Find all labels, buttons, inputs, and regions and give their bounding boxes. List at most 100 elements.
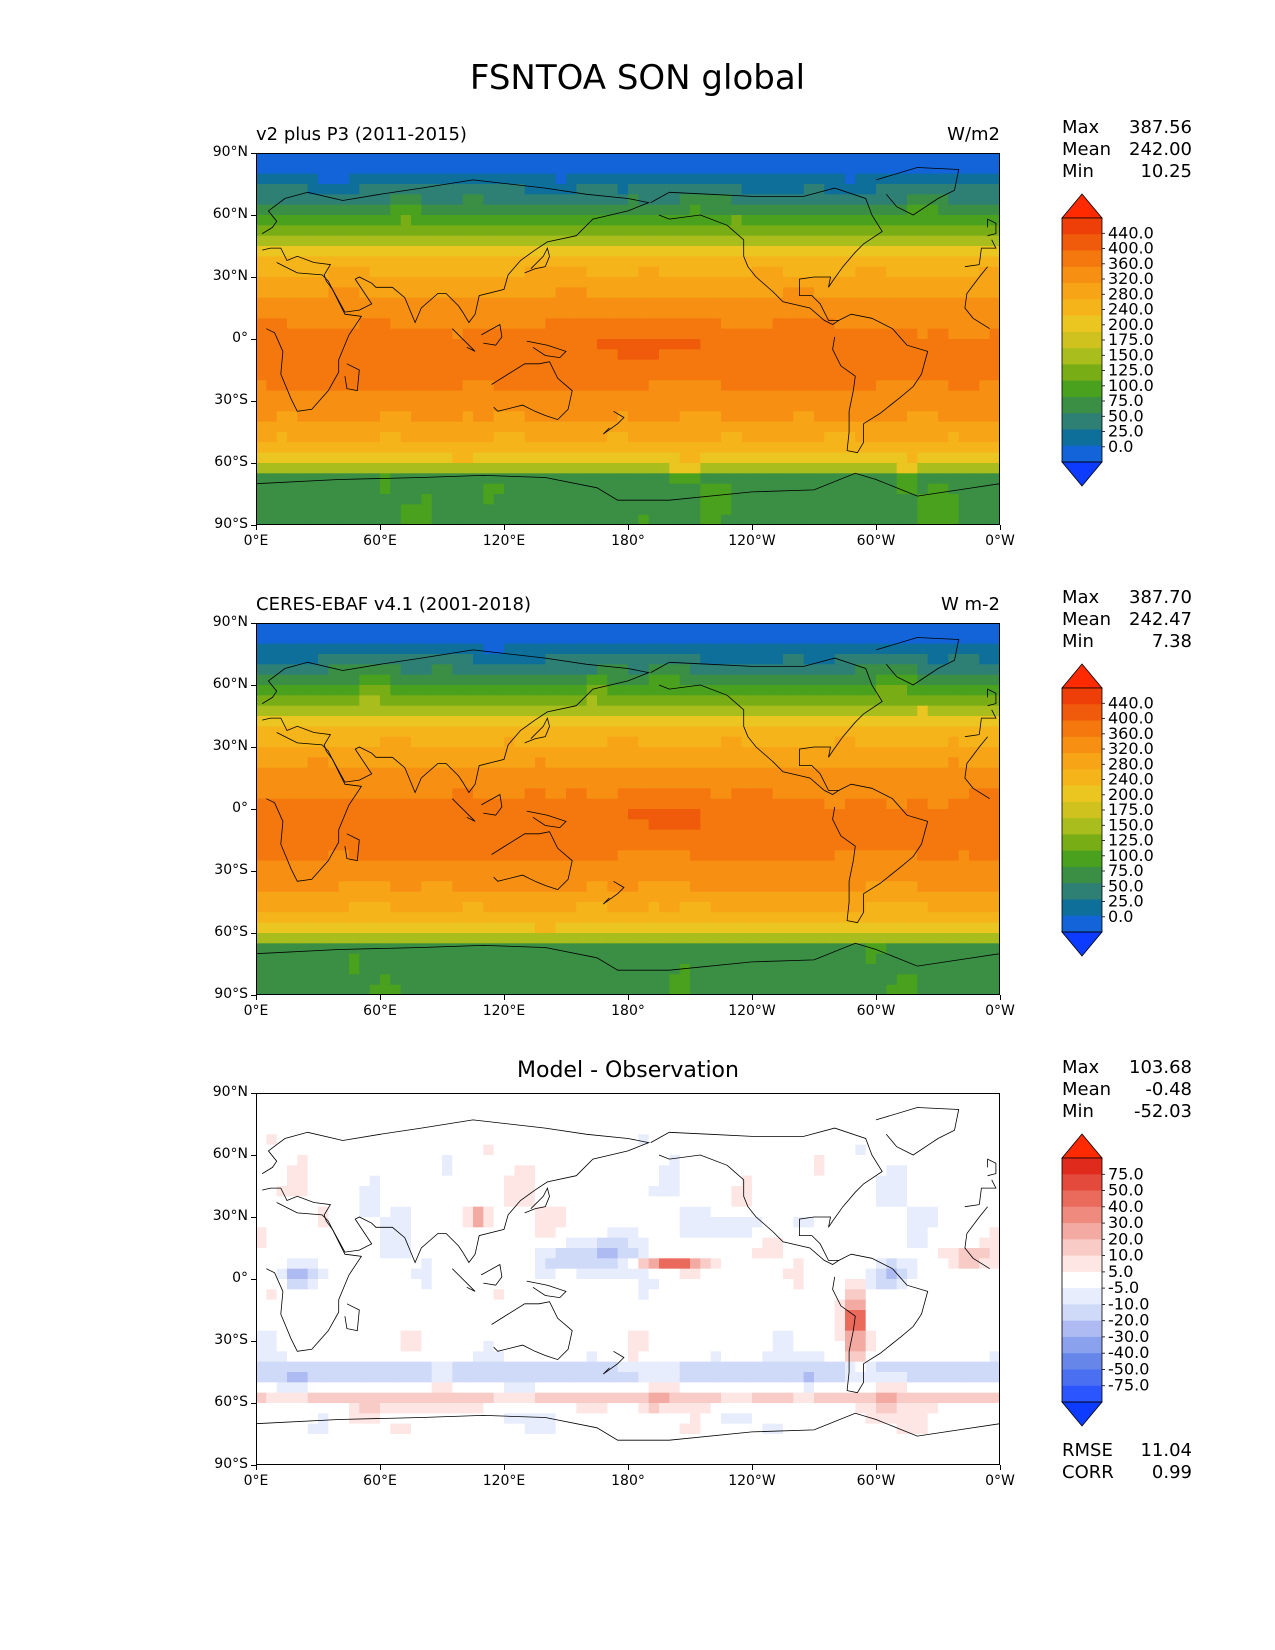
lon-tick-label: 0°E: [243, 1473, 269, 1489]
lat-tick-label: 90°N: [212, 1084, 248, 1100]
map-frame: [256, 153, 1000, 525]
coastline: [452, 1268, 476, 1292]
colorbar-segment: [1062, 1206, 1102, 1224]
lat-tick-label: 30°S: [214, 1332, 248, 1348]
colorbar-extend-min: [1061, 1401, 1103, 1427]
colorbar-tick-label: 0.0: [1108, 437, 1133, 456]
panel-left-label: CERES-EBAF v4.1 (2001-2018): [256, 594, 532, 615]
coastline: [256, 472, 1000, 501]
coastline: [832, 1253, 929, 1394]
lon-tick-mark: [1000, 525, 1001, 530]
colorbar-segment: [1062, 1320, 1102, 1338]
map-frame: [256, 1093, 1000, 1465]
colorbar-segment: [1062, 250, 1102, 268]
lon-tick-label: 120°W: [728, 533, 776, 549]
colorbar-tick-label: 30.0: [1108, 1213, 1144, 1232]
coastline: [526, 1280, 567, 1299]
coastline: [256, 1412, 1000, 1441]
coastline: [481, 1263, 503, 1286]
colorbar-tick-label: -5.0: [1108, 1278, 1139, 1297]
colorbar-tick-label: 10.0: [1108, 1246, 1144, 1265]
lat-tick-mark: [251, 339, 256, 340]
colorbar-tick-label: 25.0: [1108, 892, 1144, 911]
coastline: [987, 1158, 997, 1177]
coastline: [256, 942, 1000, 971]
lat-tick-mark: [251, 1465, 256, 1466]
lon-tick-label: 60°W: [856, 1003, 896, 1019]
lat-tick-label: 90°N: [212, 144, 248, 160]
colorbar-tick-label: 400.0: [1108, 239, 1154, 258]
colorbar-tick-label: 150.0: [1108, 815, 1154, 834]
colorbar-segment: [1062, 1190, 1102, 1208]
lon-tick-mark: [876, 525, 877, 530]
lon-tick-label: 60°W: [856, 533, 896, 549]
panel-left-label: v2 plus P3 (2011-2015): [256, 124, 467, 145]
map-observation: [256, 623, 1000, 995]
lon-tick-label: 120°W: [728, 1473, 776, 1489]
lat-tick-mark: [251, 153, 256, 154]
stat-rmse: RMSE 11.04: [1062, 1440, 1192, 1461]
colorbar-segment: [1062, 866, 1102, 884]
colorbar-segment: [1062, 348, 1102, 365]
lat-tick-label: 30°N: [212, 738, 248, 754]
lat-tick-label: 30°N: [212, 268, 248, 284]
colorbar-segment: [1062, 445, 1102, 463]
lon-tick-mark: [752, 1465, 753, 1470]
lat-tick-label: 60°N: [212, 1146, 248, 1162]
colorbar-segment: [1062, 818, 1102, 835]
coastline: [344, 833, 360, 862]
stat-max: Max 103.68: [1062, 1057, 1192, 1078]
coastline: [650, 1127, 883, 1265]
colorbar-segment: [1062, 1223, 1102, 1240]
coastline: [987, 688, 997, 707]
lat-tick-mark: [251, 401, 256, 402]
colorbar-segment: [1062, 850, 1102, 868]
map-difference: [256, 1093, 1000, 1465]
colorbar-segment: [1062, 1336, 1102, 1354]
lat-tick-mark: [251, 623, 256, 624]
stat-max: Max 387.70: [1062, 587, 1192, 608]
lon-tick-mark: [1000, 995, 1001, 1000]
colorbar-segment: [1062, 736, 1102, 754]
lat-tick-mark: [251, 685, 256, 686]
colorbar-tick-label: 75.0: [1108, 1164, 1144, 1183]
footer-stats: RMSE 11.04 CORR 0.99: [1062, 1440, 1192, 1484]
lon-tick-label: 60°E: [363, 533, 397, 549]
figure-title: FSNTOA SON global: [469, 58, 806, 98]
map-model: [256, 153, 1000, 525]
colorbar-tick-label: 40.0: [1108, 1197, 1144, 1216]
stat-corr: CORR 0.99: [1062, 1462, 1192, 1483]
colorbar-segment: [1062, 753, 1102, 770]
colorbar-tick-label: 240.0: [1108, 770, 1154, 789]
lat-tick-label: 30°N: [212, 1208, 248, 1224]
colorbar-tick-label: 280.0: [1108, 754, 1154, 773]
colorbar-segment: [1062, 1174, 1102, 1191]
lon-tick-mark: [504, 525, 505, 530]
lon-tick-mark: [628, 525, 629, 530]
lat-tick-label: 30°S: [214, 392, 248, 408]
colorbar-tick-label: 50.0: [1108, 1181, 1144, 1200]
lat-tick-mark: [251, 995, 256, 996]
lon-tick-mark: [256, 1465, 257, 1470]
colorbar-segment: [1062, 1271, 1102, 1289]
lon-tick-mark: [628, 1465, 629, 1470]
stats-block: Max 387.56 Mean 242.00 Min 10.25: [1062, 117, 1192, 183]
coastline: [875, 167, 960, 216]
stat-min: Min 10.25: [1062, 161, 1192, 182]
coastline: [602, 1350, 625, 1375]
colorbar-tick-label: 125.0: [1108, 831, 1154, 850]
colorbar-tick-label: 50.0: [1108, 406, 1144, 425]
colorbar-segment: [1062, 769, 1102, 786]
colorbar-observation: 440.0400.0360.0320.0280.0240.0200.0175.0…: [1061, 663, 1154, 957]
colorbar-segment: [1062, 1158, 1102, 1175]
lat-tick-label: 30°S: [214, 862, 248, 878]
coastline: [526, 810, 567, 829]
coastline: [524, 716, 550, 744]
lon-tick-mark: [504, 995, 505, 1000]
lon-tick-mark: [876, 995, 877, 1000]
colorbar-extend-max: [1061, 1133, 1103, 1159]
colorbar-tick-label: -40.0: [1108, 1343, 1149, 1362]
colorbar-tick-label: -50.0: [1108, 1360, 1149, 1379]
lat-tick-label: 90°N: [212, 614, 248, 630]
coastline: [481, 793, 503, 816]
